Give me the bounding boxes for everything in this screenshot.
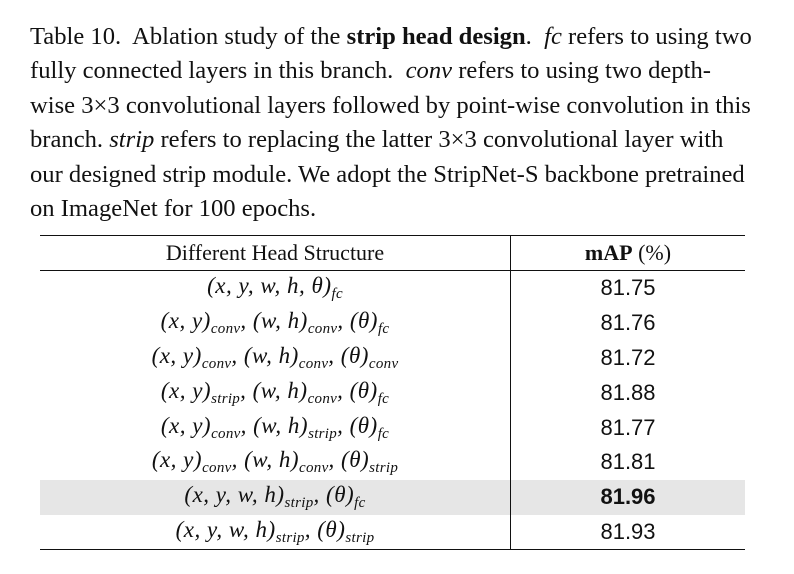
header-map-metric: mAP xyxy=(584,240,633,265)
caption-strip-term: strip xyxy=(109,126,155,154)
head-structure-formula: (x, y)conv, (w, h)strip, (θ)fc xyxy=(160,412,390,442)
formula-vars: (x, y, w, h) xyxy=(175,516,276,542)
table-header-row: Different Head Structure mAP (%) xyxy=(40,235,745,271)
formula-vars: (θ) xyxy=(317,516,346,542)
caption-title: strip head design xyxy=(346,23,526,50)
table-row: (x, y)strip, (w, h)conv, (θ)fc 81.88 xyxy=(40,375,745,411)
formula-vars: (x, y) xyxy=(151,447,203,473)
table-body: (x, y, w, h, θ)fc 81.75 (x, y)conv, (w, h)… xyxy=(40,270,745,551)
table-row: (x, y)conv, (w, h)strip, (θ)fc 81.77 xyxy=(40,410,745,445)
table-row: (x, y)conv, (w, h)conv, (θ)conv 81.72 xyxy=(40,340,745,376)
formula-branch-subscript: fc xyxy=(377,320,390,337)
map-value-cell: 81.77 xyxy=(600,414,656,440)
header-map: mAP (%) xyxy=(510,235,745,271)
formula-vars: (θ) xyxy=(349,307,378,333)
formula-branch-subscript: conv xyxy=(307,390,338,407)
formula-branch-subscript: conv xyxy=(201,355,232,372)
head-structure-formula: (x, y)conv, (w, h)conv, (θ)fc xyxy=(160,307,390,337)
formula-branch-subscript: conv xyxy=(299,460,329,477)
ablation-table: Different Head Structure mAP (%) (x, y, … xyxy=(40,235,745,551)
head-structure-cell: (x, y, w, h, θ)fc xyxy=(40,270,511,306)
formula-branch-subscript: conv xyxy=(298,355,329,372)
formula-vars: (x, y) xyxy=(160,307,211,333)
formula-vars: (w, h) xyxy=(252,377,308,403)
table-row: (x, y)conv, (w, h)conv, (θ)strip 81.81 xyxy=(40,444,745,480)
formula-vars: (x, y) xyxy=(151,342,202,368)
map-value-cell: 81.88 xyxy=(600,379,656,405)
formula-branch-subscript: fc xyxy=(377,425,390,442)
formula-branch-subscript: fc xyxy=(377,390,390,407)
formula-vars: (w, h) xyxy=(252,307,308,333)
head-structure-formula: (x, y, w, h)strip, (θ)strip xyxy=(175,516,375,546)
formula-vars: (θ) xyxy=(340,342,369,368)
formula-vars: (x, y, w, h, θ) xyxy=(207,273,332,299)
formula-vars: (θ) xyxy=(349,377,378,403)
map-value-cell: 81.72 xyxy=(600,344,656,370)
formula-branch-subscript: conv xyxy=(202,460,232,477)
formula-branch-subscript: strip xyxy=(308,425,338,442)
map-value-cell: 81.75 xyxy=(600,275,656,301)
formula-branch-subscript: conv xyxy=(307,320,338,337)
formula-branch-subscript: strip xyxy=(369,460,399,477)
table-row: (x, y, w, h)strip, (θ)strip 81.93 xyxy=(40,514,745,551)
head-structure-cell: (x, y)strip, (w, h)conv, (θ)fc xyxy=(40,375,511,411)
table-row: (x, y)conv, (w, h)conv, (θ)fc 81.76 xyxy=(40,305,745,341)
head-structure-cell: (x, y, w, h)strip, (θ)fc xyxy=(40,479,511,515)
head-structure-formula: (x, y, w, h)strip, (θ)fc xyxy=(184,482,366,512)
formula-vars: (x, y, w, h) xyxy=(184,482,285,508)
table-row: (x, y, w, h, θ)fc 81.75 xyxy=(40,270,745,306)
formula-branch-subscript: conv xyxy=(210,320,241,337)
formula-branch-subscript: strip xyxy=(345,529,375,546)
caption-conv-text: refers to using two depth-wise 3×3 convo… xyxy=(30,57,751,154)
head-structure-formula: (x, y)conv, (w, h)conv, (θ)conv xyxy=(151,342,399,372)
formula-branch-subscript: strip xyxy=(211,390,241,407)
caption-lead: Ablation study of the xyxy=(132,23,341,50)
table-caption: Table 10. Ablation study of the strip he… xyxy=(30,23,752,223)
caption-conv-term: conv xyxy=(405,57,453,85)
formula-branch-subscript: conv xyxy=(211,425,241,442)
map-value-cell: 81.81 xyxy=(600,449,656,475)
formula-branch-subscript: strip xyxy=(284,495,314,512)
head-structure-formula: (x, y)strip, (w, h)conv, (θ)fc xyxy=(160,377,390,407)
head-structure-cell: (x, y)conv, (w, h)strip, (θ)fc xyxy=(40,410,511,445)
caption-fc-text: refers to using two fully connected laye… xyxy=(30,23,752,85)
formula-vars: (w, h) xyxy=(244,447,300,473)
head-structure-cell: (x, y)conv, (w, h)conv, (θ)fc xyxy=(40,305,511,341)
head-structure-cell: (x, y)conv, (w, h)conv, (θ)conv xyxy=(40,340,511,376)
formula-vars: (w, h) xyxy=(253,412,309,438)
formula-vars: (x, y) xyxy=(160,412,212,438)
map-value-cell: 81.93 xyxy=(510,514,745,551)
map-value-cell: 81.76 xyxy=(600,309,656,335)
head-structure-formula: (x, y, w, h, θ)fc xyxy=(207,273,343,302)
map-value-cell: 81.96 xyxy=(510,479,745,515)
head-structure-cell: (x, y, w, h)strip, (θ)strip xyxy=(40,514,511,551)
table-row: (x, y, w, h)strip, (θ)fc 81.96 xyxy=(40,479,745,515)
formula-branch-subscript: fc xyxy=(354,495,366,512)
formula-vars: (θ) xyxy=(341,447,370,473)
formula-branch-subscript: conv xyxy=(368,355,399,372)
formula-vars: (w, h) xyxy=(243,342,299,368)
caption-fc-term: fc xyxy=(544,23,562,50)
head-structure-cell: (x, y)conv, (w, h)conv, (θ)strip xyxy=(40,444,511,480)
formula-vars: (θ) xyxy=(349,412,378,438)
caption-label: Table 10. xyxy=(30,23,122,50)
header-map-unit: (%) xyxy=(638,240,672,265)
head-structure-formula: (x, y)conv, (w, h)conv, (θ)strip xyxy=(151,447,399,477)
formula-branch-subscript: strip xyxy=(275,529,305,546)
formula-vars: (θ) xyxy=(326,482,355,508)
formula-vars: (x, y) xyxy=(160,377,212,403)
caption-strip-text: refers to replacing the latter 3×3 convo… xyxy=(30,126,745,223)
header-head-structure: Different Head Structure xyxy=(40,235,511,271)
formula-branch-subscript: fc xyxy=(331,286,343,303)
